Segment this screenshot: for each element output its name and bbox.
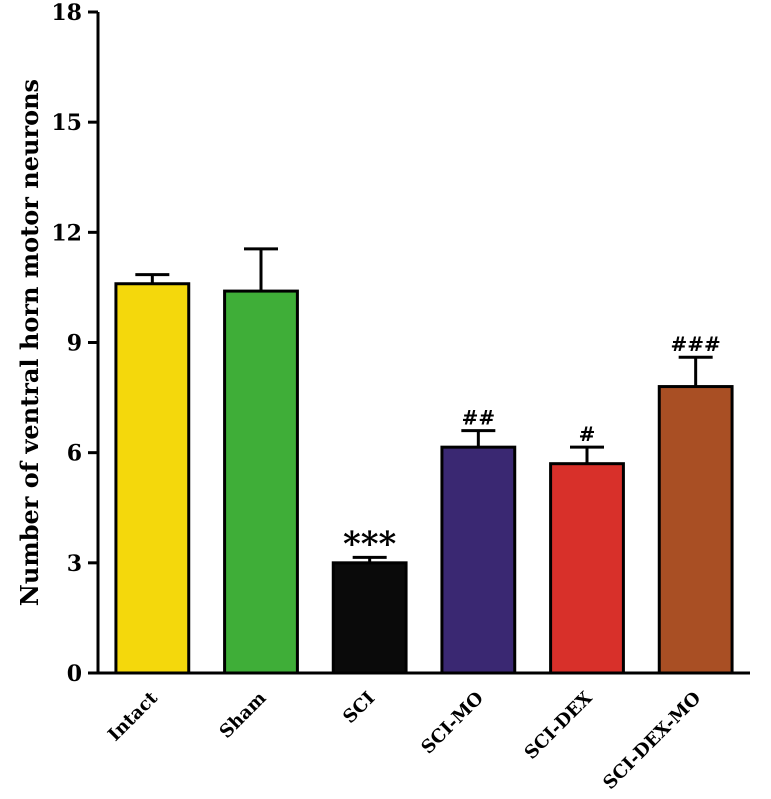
significance-label: ## — [462, 406, 496, 430]
x-tick-label: Sham — [216, 688, 271, 743]
x-tick-label: SCI-DEX — [521, 688, 597, 764]
significance-label: ### — [671, 332, 721, 356]
x-tick-label: SCI-MO — [417, 688, 488, 759]
y-tick-label: 6 — [67, 441, 82, 467]
y-tick-label: 12 — [51, 220, 82, 246]
y-tick-label: 18 — [51, 0, 82, 26]
labels: Intact Sham *** SCI ## SCI-MO # SCI-DEX ### SCI-D… — [104, 332, 721, 794]
x-tick-label: SCI — [339, 688, 379, 728]
bar-sham — [223, 289, 299, 675]
bar-sci — [331, 561, 408, 675]
x-tick-label: SCI-DEX-MO — [599, 688, 705, 794]
bar-sci-dex — [549, 462, 625, 675]
significance-label: *** — [343, 524, 397, 564]
x-tick-label: Intact — [104, 687, 162, 745]
y-tick-label: 3 — [67, 551, 82, 577]
bar-sci-dex-mo — [657, 385, 734, 675]
bar-sci-mo — [440, 445, 517, 675]
bar-intact — [114, 282, 191, 675]
y-axis-label: Number of ventral horn motor neurons — [15, 79, 44, 606]
significance-label: # — [579, 422, 596, 446]
y-tick-label: 9 — [67, 331, 82, 357]
y-tick-label: 15 — [51, 110, 82, 136]
axes: 0 3 6 9 12 15 18 — [51, 0, 750, 687]
y-tick-label: 0 — [67, 661, 82, 687]
bars — [114, 247, 734, 675]
